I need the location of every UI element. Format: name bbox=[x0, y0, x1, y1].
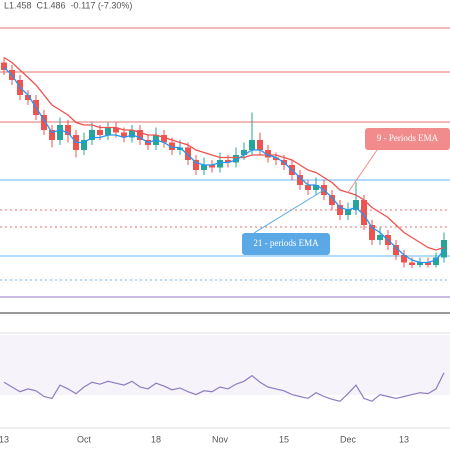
candle-body bbox=[1, 62, 7, 70]
candle-body bbox=[105, 127, 111, 135]
annotation-pointer bbox=[347, 149, 378, 193]
candle-body bbox=[201, 165, 207, 170]
header-value: C1.486 bbox=[37, 0, 66, 10]
candle-body bbox=[25, 95, 31, 100]
candle-body bbox=[369, 225, 375, 240]
candle-body bbox=[121, 132, 127, 138]
candle-body bbox=[49, 130, 55, 140]
candle-body bbox=[377, 235, 383, 240]
annotation-box bbox=[365, 128, 450, 150]
candle-body bbox=[313, 185, 319, 190]
candle-body bbox=[89, 130, 95, 140]
x-tick-label: 13 bbox=[0, 434, 9, 444]
candle-body bbox=[329, 195, 335, 205]
candle-body bbox=[297, 175, 303, 185]
x-tick-label: 15 bbox=[279, 434, 289, 444]
candle-body bbox=[193, 160, 199, 170]
x-tick-label: Nov bbox=[212, 434, 229, 444]
candle-body bbox=[345, 210, 351, 215]
candle-body bbox=[241, 150, 247, 155]
annotation-label: 9 - Periods EMA bbox=[377, 133, 439, 143]
candle-body bbox=[209, 165, 215, 168]
candle-body bbox=[361, 200, 367, 225]
candle-body bbox=[417, 262, 423, 265]
candle-body bbox=[177, 147, 183, 150]
annotation-box bbox=[242, 233, 330, 255]
x-tick-label: 18 bbox=[151, 434, 161, 444]
candle-body bbox=[161, 135, 167, 143]
rsi-band bbox=[0, 335, 450, 395]
x-tick-label: Oct bbox=[77, 434, 92, 444]
candle-body bbox=[257, 140, 263, 150]
candle-body bbox=[41, 115, 47, 130]
ema-line bbox=[3, 56, 445, 251]
candle-body bbox=[57, 125, 63, 140]
candle-body bbox=[353, 200, 359, 210]
candle-body bbox=[65, 125, 71, 135]
candle-body bbox=[265, 150, 271, 158]
candle-body bbox=[81, 140, 87, 150]
candle-body bbox=[441, 240, 447, 258]
candle-body bbox=[185, 147, 191, 160]
candle-body bbox=[137, 130, 143, 140]
candle-body bbox=[433, 257, 439, 265]
candle-body bbox=[409, 262, 415, 265]
candle-body bbox=[97, 130, 103, 135]
header-value: -0.117 (-7.30%) bbox=[71, 0, 133, 10]
candle-body bbox=[337, 205, 343, 215]
candle-body bbox=[305, 185, 311, 190]
candle-body bbox=[249, 140, 255, 150]
rsi-line bbox=[3, 372, 445, 402]
candle-body bbox=[273, 157, 279, 160]
candle-body bbox=[217, 160, 223, 168]
annotation-pointer bbox=[253, 189, 325, 234]
candle-body bbox=[233, 155, 239, 163]
x-tick-label: Dec bbox=[340, 434, 357, 444]
candle-body bbox=[113, 127, 119, 133]
candle-body bbox=[129, 130, 135, 138]
header-value: L1.458 bbox=[4, 0, 32, 10]
candle-body bbox=[225, 160, 231, 163]
x-tick-label: 13 bbox=[399, 434, 409, 444]
candle-body bbox=[401, 255, 407, 263]
candle-body bbox=[425, 262, 431, 265]
candle-body bbox=[169, 142, 175, 150]
annotation-label: 21 - periods EMA bbox=[253, 238, 319, 248]
candle-body bbox=[393, 245, 399, 255]
ema-line bbox=[3, 67, 445, 264]
